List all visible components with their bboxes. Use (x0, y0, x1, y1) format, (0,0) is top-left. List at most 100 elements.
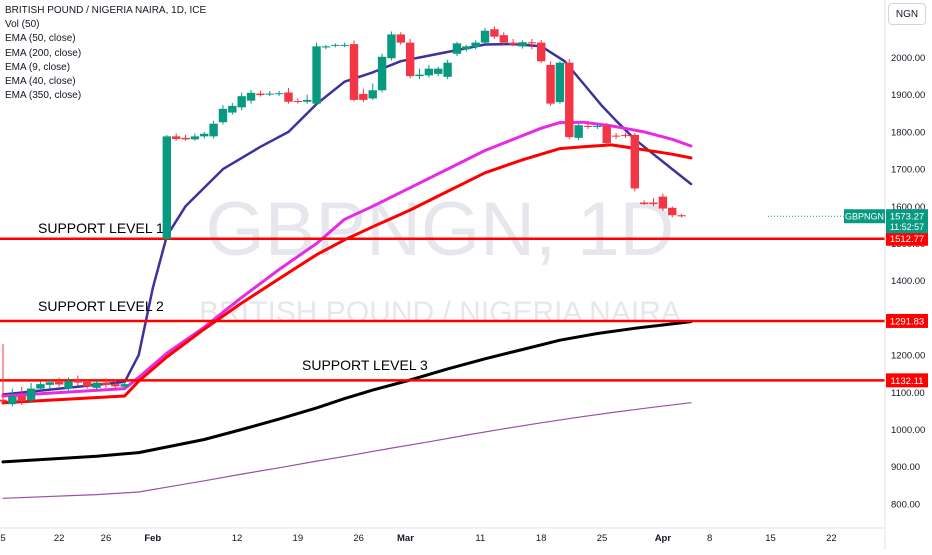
candle-2 (17, 396, 26, 402)
candle-38 (387, 34, 396, 59)
y-tick-label-11: 900.00 (891, 462, 920, 473)
legend-title[interactable]: BRITISH POUND / NIGERIA NAIRA, 1D, ICE (5, 5, 207, 16)
support-lines: SUPPORT LEVEL 1 SUPPORT LEVEL 2 SUPPORT LE… (0, 220, 885, 382)
candle-68 (668, 207, 677, 216)
support-label-3: SUPPORT LEVEL 3 (302, 357, 428, 373)
candle-41 (415, 74, 424, 77)
candle-6 (54, 381, 64, 385)
candle-66 (649, 202, 658, 205)
candle-67 (658, 196, 668, 209)
candle-10 (92, 382, 101, 388)
price-labels: 1512.77 1291.83 1132.11 GBPNGN 1573.2711:52:… (844, 209, 928, 388)
time-axis[interactable]: 5 22 26 Feb 12 19 26 Mar 11 18 25 Apr 8 15 22 (0, 533, 836, 544)
candle-26 (274, 93, 284, 95)
candle-65 (639, 202, 649, 205)
support-label-1: SUPPORT LEVEL 1 (38, 220, 164, 236)
candle-69 (677, 215, 686, 217)
candle-5 (45, 382, 54, 385)
support-price-tag-3 (886, 373, 928, 388)
watermark: GBPNGN, 1D BRITISH POUND / NIGERIA NAIRA (199, 187, 681, 329)
last-price-label: 1573.27 (890, 212, 924, 223)
y-tick-label-9: 1100.00 (891, 388, 925, 399)
x-tick-label-6: 26 (353, 533, 364, 544)
candle-32 (331, 44, 340, 46)
price-axis[interactable]: 2000.001900.001800.001700.001600.001500.… (891, 53, 925, 510)
x-tick-label-1: 22 (54, 533, 65, 544)
candle-8 (73, 380, 83, 383)
ema-line-2 (1, 143, 693, 405)
y-tick-label-4: 1600.00 (891, 202, 925, 213)
candle-0 (0, 399, 8, 402)
candle-43 (434, 68, 443, 74)
candle-12 (111, 384, 120, 387)
candle-60 (593, 125, 602, 127)
ema-line-3 (1, 320, 693, 464)
legend-indicator-ema-50[interactable]: EMA (50, close) (5, 33, 76, 45)
y-tick-label-8: 1200.00 (891, 351, 925, 362)
x-tick-label-3: Feb (144, 533, 161, 544)
support-price-label-3: 1132.11 (891, 376, 924, 387)
candle-11 (101, 382, 111, 385)
candle-30 (312, 46, 321, 104)
candle-48 (480, 30, 490, 43)
candle-57 (565, 62, 574, 138)
legend-indicator-ema-350[interactable]: EMA (350, close) (5, 90, 82, 102)
candle-55 (546, 64, 555, 104)
y-tick-label-0: 2000.00 (891, 53, 925, 64)
candle-24 (256, 93, 265, 96)
ema-line-1 (1, 120, 693, 398)
candle-36 (368, 90, 377, 99)
support-price-tag-2 (886, 313, 928, 328)
currency-button[interactable]: NGN (888, 3, 926, 25)
candle-62 (611, 135, 621, 137)
legend-indicator-ema-9[interactable]: EMA (9, close) (5, 61, 71, 73)
x-tick-label-11: Apr (655, 533, 672, 544)
support-price-label-2: 1291.83 (890, 316, 924, 327)
candle-28 (293, 101, 303, 103)
candle-58 (574, 125, 583, 138)
x-tick-label-0: 5 (0, 533, 5, 544)
candle-42 (424, 68, 434, 76)
candle-40 (405, 42, 415, 77)
candle-3 (26, 388, 36, 401)
legend-indicator-ema-200[interactable]: EMA (200, close) (5, 47, 82, 59)
candle-63 (621, 134, 630, 136)
candle-39 (396, 34, 405, 43)
y-tick-label-1: 1900.00 (891, 90, 925, 101)
candle-1 (8, 396, 17, 405)
candle-51 (508, 42, 518, 45)
watermark-name: BRITISH POUND / NIGERIA NAIRA (199, 296, 681, 329)
candle-7 (64, 381, 73, 389)
legend-indicator-ema-40[interactable]: EMA (40, close) (5, 76, 76, 88)
candle-25 (265, 93, 274, 95)
symbol-tag-label: GBPNGN (845, 212, 884, 222)
candle-61 (602, 125, 611, 144)
candle-37 (377, 56, 387, 91)
candle-16 (181, 137, 190, 140)
support-price-tag-1 (886, 231, 928, 246)
legend-indicator-vol[interactable]: Vol (50) (5, 19, 40, 31)
candle-49 (490, 29, 499, 37)
candle-34 (349, 44, 359, 100)
candle-19 (209, 123, 218, 137)
chart-legend: BRITISH POUND / NIGERIA NAIRA, 1D, ICE V… (5, 4, 206, 103)
y-tick-label-10: 1000.00 (891, 425, 925, 436)
candle-15 (171, 136, 181, 139)
candle-44 (443, 62, 452, 77)
countdown-label: 11:52:57 (890, 222, 924, 232)
candle-22 (237, 96, 246, 108)
y-tick-label-12: 800.00 (891, 499, 920, 510)
candle-20 (218, 108, 228, 123)
candle-23 (246, 92, 256, 101)
candle-45 (452, 43, 462, 54)
x-tick-label-13: 15 (765, 533, 776, 544)
last-price-tag (886, 209, 928, 234)
x-tick-label-7: Mar (397, 533, 414, 544)
x-tick-label-12: 8 (707, 533, 712, 544)
candle-9 (83, 381, 92, 387)
candle-56 (555, 62, 565, 103)
candle-18 (200, 133, 209, 137)
x-tick-label-2: 26 (101, 533, 112, 544)
